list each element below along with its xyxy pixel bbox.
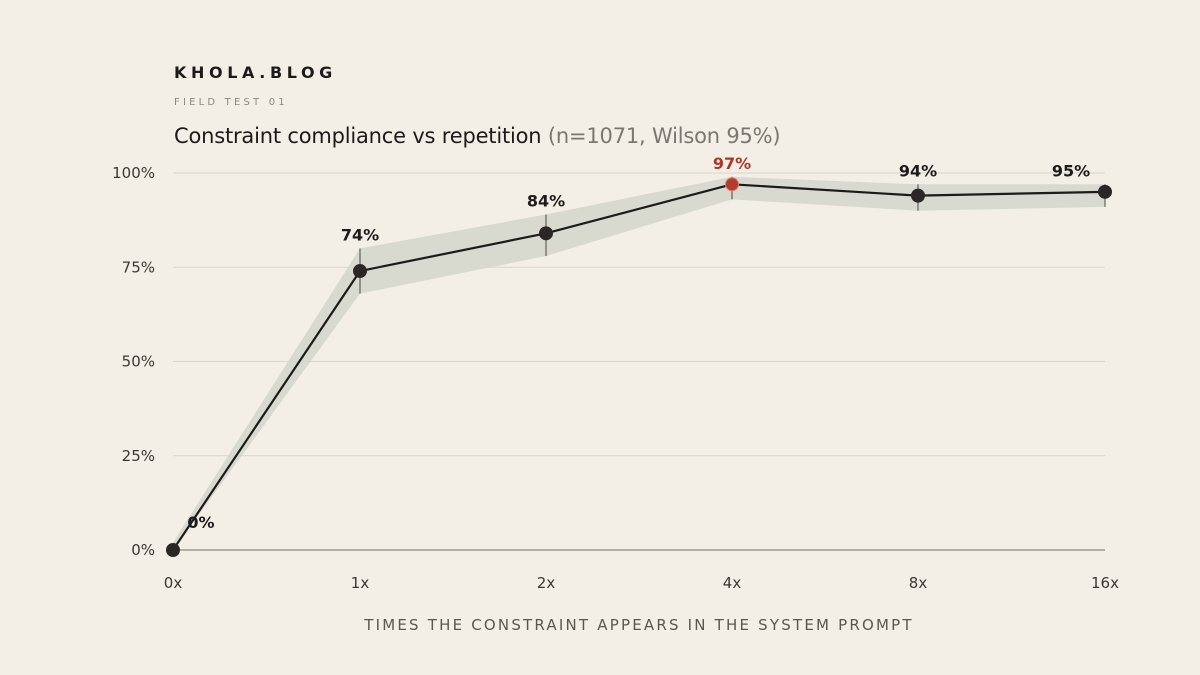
y-tick-label: 50% <box>122 353 155 371</box>
x-tick-label: 2x <box>537 574 556 592</box>
y-tick-label: 75% <box>122 258 155 276</box>
data-label: 95% <box>1052 161 1090 180</box>
data-label: 94% <box>899 161 937 180</box>
eyebrow-label: FIELD TEST 01 <box>174 97 288 108</box>
chart-subtitle: (n=1071, Wilson 95%) <box>547 124 781 148</box>
data-label: 84% <box>527 191 565 210</box>
x-tick-label: 0x <box>164 574 183 592</box>
y-tick-label: 100% <box>112 164 155 182</box>
chart-title-text: Constraint compliance vs repetition <box>174 124 542 148</box>
brand-title: KHOLA.BLOG <box>174 63 337 82</box>
data-label: 74% <box>341 225 379 244</box>
x-tick-label: 16x <box>1091 574 1119 592</box>
chart-title: Constraint compliance vs repetition (n=1… <box>174 124 781 148</box>
x-tick-label: 1x <box>351 574 370 592</box>
data-point-highlight <box>725 177 739 192</box>
data-point <box>539 226 553 241</box>
y-tick-label: 0% <box>131 541 155 559</box>
confidence-band-area <box>173 176 1105 550</box>
x-axis-ticks: 0x 1x 2x 4x 8x 16x <box>164 574 1119 592</box>
data-point <box>166 543 180 557</box>
data-label: 0% <box>187 513 214 532</box>
y-axis-ticks: 0% 25% 50% 75% 100% <box>112 164 155 559</box>
grid-lines <box>173 172 1105 551</box>
data-point <box>1098 184 1112 199</box>
series-line <box>172 183 1106 551</box>
data-point <box>911 188 925 203</box>
data-points <box>166 177 1112 557</box>
data-labels: 0% 74% 84% 97% 94% 95% <box>187 154 1090 532</box>
data-point <box>353 264 367 279</box>
x-axis-title: TIMES THE CONSTRAINT APPEARS IN THE SYST… <box>363 616 914 634</box>
confidence-band <box>173 176 1105 550</box>
x-tick-label: 4x <box>723 574 742 592</box>
data-label: 97% <box>713 154 751 173</box>
series-polyline <box>172 183 1106 551</box>
y-tick-label: 25% <box>122 447 155 465</box>
x-tick-label: 8x <box>909 574 928 592</box>
